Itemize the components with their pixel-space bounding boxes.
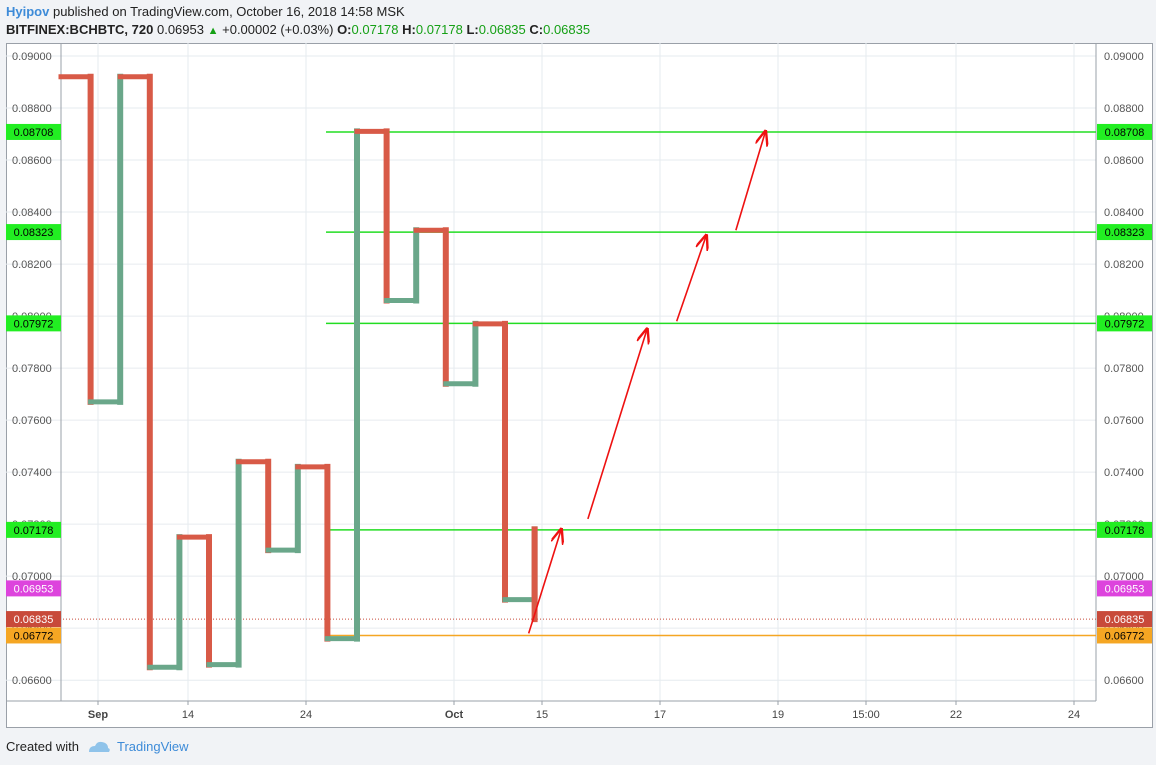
tradingview-brand-link[interactable]: TradingView (116, 739, 189, 754)
y-tick-label-left: 0.09000 (12, 51, 52, 63)
current-price-label: 0.06953 (14, 583, 54, 595)
level-price-tag (6, 224, 61, 241)
symbol-name: BITFINEX:BCHBTC, 720 (6, 22, 154, 37)
y-tick-label-right: 0.08200 (1104, 259, 1144, 271)
y-tick-label-right: 0.07600 (1104, 415, 1144, 427)
x-tick-label: 14 (182, 709, 194, 721)
last-price: 0.06953 (156, 22, 204, 37)
y-tick-label-right: 0.08600 (1104, 155, 1144, 167)
current-price-tag (1097, 580, 1152, 597)
open-value: 0.07178 (351, 22, 399, 37)
y-tick-label-right: 0.07000 (1104, 571, 1144, 583)
last-price-label: 0.06835 (1105, 614, 1145, 626)
close-value: 0.06835 (543, 22, 591, 37)
level-price-label: 0.08708 (14, 127, 54, 139)
y-tick-label-right: 0.07800 (1104, 363, 1144, 375)
x-tick-label: 15:00 (852, 709, 880, 721)
high-value: 0.07178 (415, 22, 463, 37)
chart-frame (6, 43, 1153, 728)
current-price-tag (6, 580, 61, 597)
y-tick-label-left: 0.08600 (12, 155, 52, 167)
level-price-label: 0.08323 (1105, 227, 1145, 239)
projection-arrow (587, 329, 647, 520)
y-tick-label-right: 0.07400 (1104, 467, 1144, 479)
y-tick-label-right: 0.09000 (1104, 51, 1144, 63)
footer: Created with TradingView (6, 739, 189, 754)
level-price-tag (6, 315, 61, 332)
publish-line: Hyipov published on TradingView.com, Oct… (6, 3, 590, 21)
level-price-label: 0.08323 (14, 227, 54, 239)
up-arrow-icon: ▲ (207, 25, 219, 37)
tradingview-cloud-icon[interactable] (87, 740, 111, 754)
y-tick-label-left: 0.06600 (12, 675, 52, 687)
y-tick-label-left: 0.08200 (12, 259, 52, 271)
level-price-tag (1097, 521, 1152, 538)
x-tick-label: 22 (950, 709, 962, 721)
y-tick-label-left: 0.07400 (12, 467, 52, 479)
level-price-tag (6, 627, 61, 644)
level-price-label: 0.08708 (1105, 127, 1145, 139)
level-price-label: 0.07178 (1105, 525, 1145, 537)
x-tick-label: 24 (1068, 709, 1080, 721)
last-price-tag (1097, 611, 1152, 628)
last-price-label: 0.06835 (14, 614, 54, 626)
x-tick-label: 15 (536, 709, 548, 721)
level-price-label: 0.07972 (1105, 318, 1145, 330)
y-tick-label-right: 0.06600 (1104, 675, 1144, 687)
y-tick-label-left: 0.07800 (12, 363, 52, 375)
y-tick-label-left: 0.07600 (12, 415, 52, 427)
y-tick-label-right: 0.08800 (1104, 103, 1144, 115)
x-tick-label: Sep (88, 709, 108, 721)
publish-info: published on TradingView.com, October 16… (52, 4, 405, 19)
level-price-tag (6, 521, 61, 538)
projection-arrow (675, 235, 707, 322)
high-label: H: (402, 22, 416, 37)
open-label: O: (337, 22, 352, 37)
chart-header: Hyipov published on TradingView.com, Oct… (6, 3, 590, 39)
level-price-tag (1097, 123, 1152, 140)
close-label: C: (529, 22, 544, 37)
x-tick-label: 19 (772, 709, 784, 721)
y-tick-label-left: 0.07000 (12, 571, 52, 583)
y-tick-label-right: 0.08400 (1104, 207, 1144, 219)
x-tick-label: 17 (654, 709, 666, 721)
level-price-tag (6, 123, 61, 140)
x-tick-label: Oct (445, 709, 464, 721)
x-tick-label: 24 (300, 709, 312, 721)
level-price-label: 0.07972 (14, 318, 54, 330)
price-change: +0.00002 (+0.03%) (222, 22, 334, 37)
level-price-label: 0.06772 (1105, 630, 1145, 642)
level-price-label: 0.07178 (14, 525, 54, 537)
y-tick-label-left: 0.08800 (12, 103, 52, 115)
symbol-line: BITFINEX:BCHBTC, 720 0.06953 ▲ +0.00002 … (6, 21, 590, 39)
level-price-tag (1097, 315, 1152, 332)
level-price-tag (1097, 627, 1152, 644)
y-tick-label-left: 0.08400 (12, 207, 52, 219)
low-label: L: (466, 22, 479, 37)
current-price-label: 0.06953 (1105, 583, 1145, 595)
projection-arrow (527, 529, 562, 634)
last-price-tag (6, 611, 61, 628)
projection-arrow (735, 131, 766, 231)
created-with-label: Created with (6, 739, 79, 754)
level-price-tag (1097, 224, 1152, 241)
kagi-chart[interactable]: 0.066000.066000.068000.068000.070000.070… (6, 43, 1153, 728)
level-price-label: 0.06772 (14, 630, 54, 642)
author-name[interactable]: Hyipov (6, 4, 50, 19)
low-value: 0.06835 (478, 22, 526, 37)
